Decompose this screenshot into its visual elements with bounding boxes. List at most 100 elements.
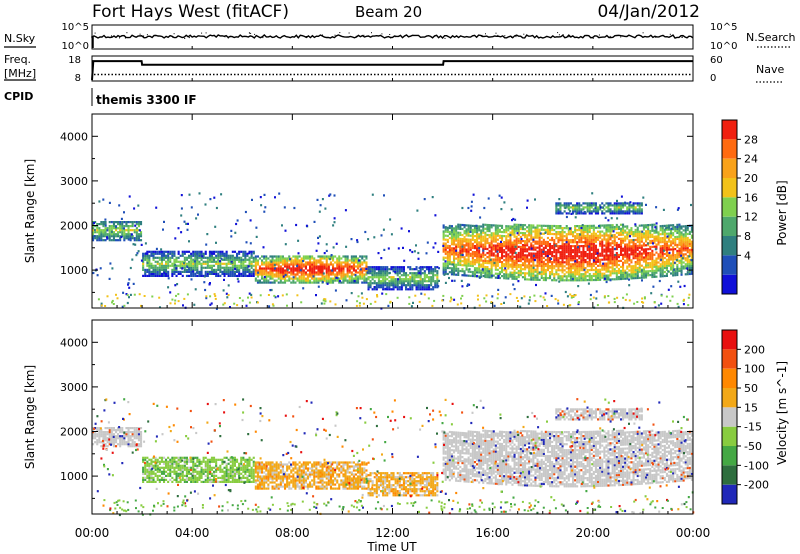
power-echo-cell (273, 275, 276, 278)
power-echo-cell (684, 263, 687, 266)
power-echo-cell (496, 248, 499, 251)
power-echo-cell (367, 270, 370, 273)
power-echo-cell (104, 221, 107, 224)
power-echo-cell (488, 224, 491, 227)
power-echo-cell (288, 277, 291, 280)
power-echo-cell (158, 256, 161, 259)
power-echo-cell (569, 247, 572, 250)
power-echo-cell (177, 252, 180, 255)
power-echo-cell (455, 233, 458, 236)
power-echo-cell (626, 212, 629, 215)
power-echo-cell (674, 272, 677, 275)
power-echo-cell (672, 270, 675, 273)
power-echo-cell (463, 248, 466, 251)
power-echo-cell (580, 259, 583, 262)
power-echo-cell (261, 271, 264, 274)
power-echo-cell (313, 281, 316, 284)
power-echo-cell (647, 232, 650, 235)
power-echo-cell (665, 242, 668, 245)
power-echo-cell (388, 282, 391, 285)
power-echo-cell (670, 244, 673, 247)
power-echo-cell (609, 226, 612, 229)
power-echo-cell (651, 229, 654, 232)
power-echo-cell (448, 224, 451, 228)
power-echo-cell (463, 238, 466, 241)
power-echo-cell (569, 251, 572, 254)
power-echo-cell (476, 237, 479, 240)
power-echo-cell (298, 275, 301, 278)
power-echo-cell (302, 255, 305, 258)
power-echo-cell (492, 244, 495, 247)
power-echo-cell (242, 268, 245, 271)
power-echo-cell (334, 273, 337, 276)
power-echo-cell (607, 256, 610, 259)
power-echo-cell (536, 278, 539, 281)
power-echo-cell (290, 259, 293, 262)
power-scatter-cell (336, 277, 339, 280)
power-scatter-cell (575, 212, 578, 215)
power-echo-cell (181, 264, 184, 267)
power-echo-cell (294, 277, 297, 280)
power-echo-cell (657, 231, 660, 234)
power-echo-cell (634, 257, 637, 260)
power-echo-cell (524, 260, 527, 263)
power-echo-cell (154, 264, 157, 267)
power-echo-cell (210, 258, 213, 261)
power-echo-cell (549, 259, 552, 262)
power-echo-cell (561, 253, 564, 256)
power-echo-cell (670, 264, 673, 267)
power-echo-cell (150, 264, 153, 267)
power-echo-cell (148, 272, 151, 275)
power-echo-cell (167, 260, 170, 263)
power-echo-cell (661, 249, 664, 252)
power-echo-cell (586, 234, 589, 238)
power-echo-cell (148, 266, 151, 269)
power-echo-cell (632, 249, 635, 252)
power-echo-cell (152, 256, 155, 259)
power-echo-cell (557, 249, 560, 252)
power-echo-cell (482, 247, 485, 250)
power-echo-cell (567, 206, 570, 209)
power-scatter-cell (680, 254, 683, 257)
power-echo-cell (317, 269, 320, 272)
power-echo-cell (605, 202, 608, 205)
power-scatter-cell (245, 241, 248, 244)
power-echo-cell (551, 263, 554, 266)
power-echo-cell (530, 264, 533, 267)
power-echo-cell (526, 272, 529, 275)
power-echo-cell (269, 263, 272, 266)
power-echo-cell (417, 286, 420, 289)
power-echo-cell (538, 242, 541, 245)
power-echo-cell (630, 247, 633, 250)
power-echo-cell (194, 274, 197, 277)
power-echo-cell (321, 257, 324, 260)
power-echo-cell (668, 248, 671, 251)
power-echo-cell (505, 255, 508, 258)
power-echo-cell (519, 254, 522, 257)
power-echo-cell (290, 261, 293, 264)
power-echo-cell (578, 267, 581, 270)
power-echo-cell (507, 245, 510, 248)
power-echo-cell (467, 264, 470, 267)
power-echo-cell (526, 238, 529, 241)
power-echo-cell (473, 255, 476, 258)
power-echo-cell (567, 233, 570, 236)
power-echo-cell (284, 257, 287, 260)
power-echo-cell (563, 245, 566, 248)
power-echo-cell (480, 235, 483, 238)
power-echo-cell (680, 225, 683, 228)
noise-dot (305, 36, 307, 37)
power-echo-cell (419, 286, 422, 289)
power-echo-cell (513, 269, 516, 272)
power-echo-cell (584, 224, 587, 228)
power-echo-cell (592, 272, 595, 276)
power-echo-cell (580, 245, 583, 248)
power-echo-cell (294, 275, 297, 278)
power-echo-cell (661, 253, 664, 256)
power-echo-cell (630, 267, 633, 270)
power-echo-cell (559, 263, 562, 266)
power-echo-cell (492, 260, 495, 263)
power-echo-cell (277, 265, 280, 268)
power-echo-cell (561, 249, 564, 252)
power-echo-cell (649, 252, 652, 255)
